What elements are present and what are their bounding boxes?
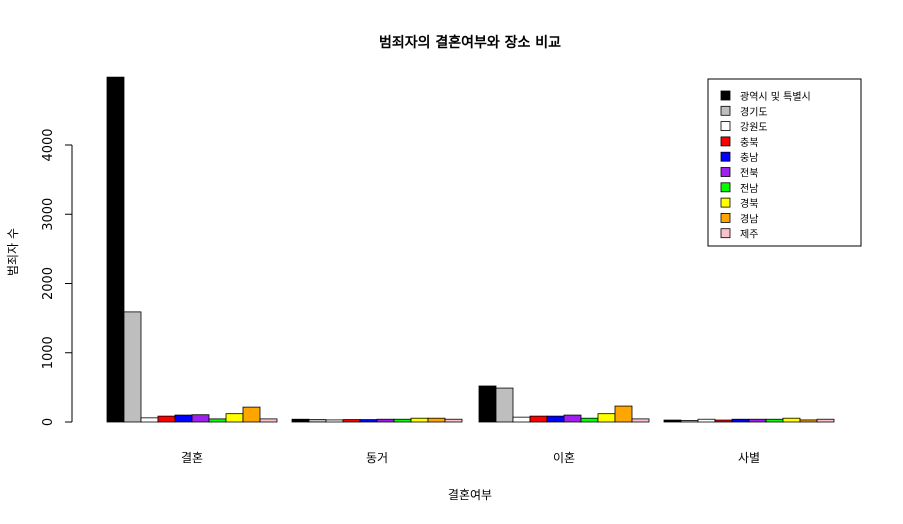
legend-box: [707, 78, 862, 247]
bar-3-1: [478, 385, 497, 423]
bar-2-2: [308, 419, 327, 423]
legend-label: 경북: [740, 197, 758, 210]
legend-swatch: [720, 90, 731, 101]
bar-4-10: [816, 418, 835, 423]
legend-swatch: [720, 105, 731, 116]
legend-swatch: [720, 228, 731, 239]
bar-4-8: [782, 417, 801, 423]
bar-2-5: [359, 419, 378, 423]
bar-3-7: [580, 417, 599, 423]
bar-1-9: [242, 406, 261, 423]
legend-swatch: [720, 197, 731, 208]
bar-1-4: [157, 415, 176, 423]
bar-4-7: [765, 418, 784, 423]
bar-1-8: [225, 413, 244, 423]
bar-3-10: [631, 418, 650, 423]
bar-1-10: [259, 418, 278, 423]
bar-4-2: [680, 420, 699, 423]
legend-swatch: [720, 136, 731, 147]
category-label: 이혼: [553, 451, 575, 465]
bar-3-5: [546, 415, 565, 423]
legend-label: 광역시 및 특별시: [740, 91, 811, 103]
x-axis-label: 결혼여부: [448, 488, 492, 502]
y-tick-label: 1000: [41, 336, 56, 369]
bar-1-3: [140, 417, 159, 423]
bar-3-3: [512, 416, 531, 423]
y-axis-label: 범죄자 수: [6, 228, 20, 276]
bar-3-9: [614, 405, 633, 423]
bar-4-6: [748, 418, 767, 423]
legend-swatch: [720, 121, 731, 131]
bar-4-5: [731, 418, 750, 423]
bar-2-8: [410, 417, 429, 423]
bar-4-4: [714, 419, 733, 423]
legend-swatch: [720, 167, 731, 177]
legend-label: 제주: [740, 229, 758, 241]
legend-label: 전남: [740, 183, 758, 195]
legend-label: 강원도: [740, 122, 768, 134]
y-axis: 0 1000 2000 3000 4000: [41, 128, 73, 426]
bar-3-4: [529, 415, 548, 423]
bar-4-9: [799, 419, 818, 423]
legend-swatch: [720, 151, 731, 162]
bar-2-4: [342, 419, 361, 423]
y-tick-label: 4000: [41, 128, 56, 161]
legend-label: 충북: [740, 137, 758, 149]
legend-label: 경남: [740, 212, 758, 225]
y-tick-label: 0: [41, 418, 56, 426]
bar-4-3: [697, 418, 716, 423]
bar-3-8: [597, 413, 616, 423]
bar-3-2: [495, 387, 514, 423]
category-label: 결혼: [181, 451, 203, 465]
bar-2-9: [427, 417, 446, 423]
chart-title: 범죄자의 결혼여부와 장소 비교: [379, 34, 561, 51]
legend-label: 충남: [740, 152, 758, 164]
bar-2-7: [393, 418, 412, 423]
category-label: 동거: [366, 451, 388, 465]
y-tick-label: 3000: [41, 198, 56, 231]
legend-label: 경기도: [740, 105, 768, 118]
bar-1-7: [208, 418, 227, 423]
bar-2-1: [291, 418, 310, 423]
y-tick-label: 2000: [41, 267, 56, 300]
bar-1-5: [174, 414, 193, 423]
category-label: 사별: [738, 451, 760, 465]
legend-swatch: [720, 212, 731, 223]
bar-1-2: [123, 311, 142, 423]
bar-4-1: [663, 419, 682, 423]
category-labels: 결혼 동거 이혼 사별: [181, 451, 760, 465]
legend-swatch: [720, 182, 731, 193]
bar-2-3: [325, 419, 344, 423]
bars-group: [106, 76, 835, 423]
bar-3-6: [563, 414, 582, 423]
bar-1-6: [191, 414, 210, 423]
legend-label: 전북: [740, 168, 758, 180]
bar-1-1: [106, 76, 125, 423]
bar-2-10: [444, 418, 463, 423]
bar-2-6: [376, 418, 395, 423]
